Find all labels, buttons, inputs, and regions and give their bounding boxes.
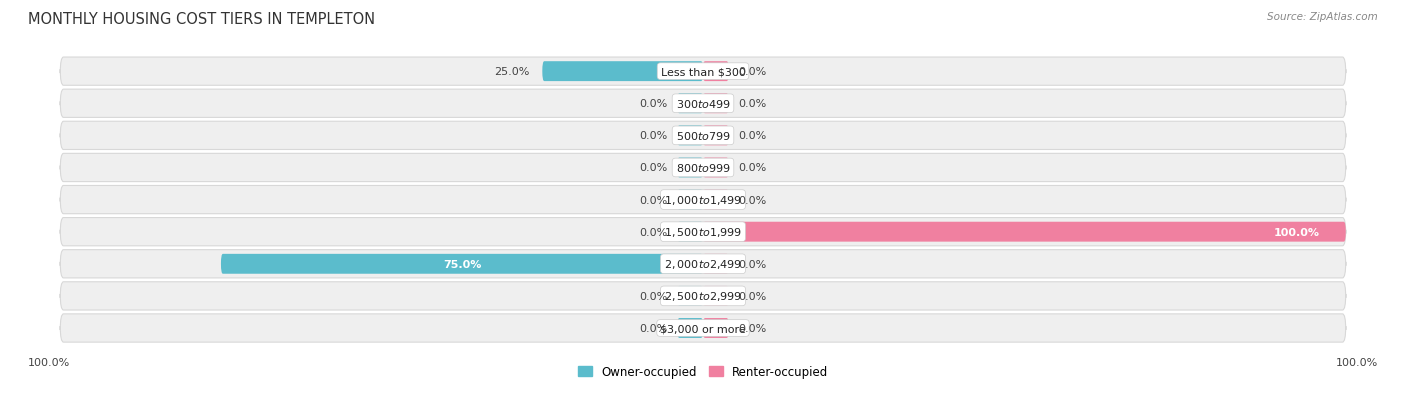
FancyBboxPatch shape	[678, 126, 703, 146]
FancyBboxPatch shape	[678, 94, 703, 114]
Text: 0.0%: 0.0%	[738, 259, 766, 269]
FancyBboxPatch shape	[703, 94, 728, 114]
Text: $3,000 or more: $3,000 or more	[661, 323, 745, 333]
FancyBboxPatch shape	[678, 190, 703, 210]
Text: 0.0%: 0.0%	[640, 163, 668, 173]
FancyBboxPatch shape	[703, 62, 728, 82]
FancyBboxPatch shape	[543, 62, 703, 82]
FancyBboxPatch shape	[703, 126, 728, 146]
Text: 0.0%: 0.0%	[738, 195, 766, 205]
Text: 75.0%: 75.0%	[443, 259, 481, 269]
Text: 0.0%: 0.0%	[640, 99, 668, 109]
Text: 0.0%: 0.0%	[640, 195, 668, 205]
Text: $2,500 to $2,999: $2,500 to $2,999	[664, 290, 742, 303]
Text: 0.0%: 0.0%	[738, 67, 766, 77]
Text: 0.0%: 0.0%	[738, 163, 766, 173]
FancyBboxPatch shape	[60, 282, 1346, 310]
Text: 0.0%: 0.0%	[640, 131, 668, 141]
Text: 100.0%: 100.0%	[1336, 357, 1378, 367]
Text: $500 to $799: $500 to $799	[675, 130, 731, 142]
FancyBboxPatch shape	[703, 158, 728, 178]
Text: 0.0%: 0.0%	[640, 227, 668, 237]
FancyBboxPatch shape	[60, 122, 1346, 150]
FancyBboxPatch shape	[703, 318, 728, 338]
Text: $800 to $999: $800 to $999	[675, 162, 731, 174]
Text: 0.0%: 0.0%	[738, 131, 766, 141]
Text: 0.0%: 0.0%	[640, 291, 668, 301]
Text: Source: ZipAtlas.com: Source: ZipAtlas.com	[1267, 12, 1378, 22]
FancyBboxPatch shape	[678, 158, 703, 178]
Text: 0.0%: 0.0%	[738, 291, 766, 301]
Text: $2,000 to $2,499: $2,000 to $2,499	[664, 258, 742, 271]
Text: 0.0%: 0.0%	[738, 99, 766, 109]
FancyBboxPatch shape	[703, 222, 1346, 242]
FancyBboxPatch shape	[678, 286, 703, 306]
Text: 100.0%: 100.0%	[28, 357, 70, 367]
FancyBboxPatch shape	[60, 90, 1346, 118]
Text: $1,500 to $1,999: $1,500 to $1,999	[664, 225, 742, 239]
FancyBboxPatch shape	[60, 218, 1346, 246]
FancyBboxPatch shape	[703, 286, 728, 306]
FancyBboxPatch shape	[678, 222, 703, 242]
FancyBboxPatch shape	[703, 190, 728, 210]
FancyBboxPatch shape	[60, 314, 1346, 342]
Text: $1,000 to $1,499: $1,000 to $1,499	[664, 194, 742, 206]
Text: MONTHLY HOUSING COST TIERS IN TEMPLETON: MONTHLY HOUSING COST TIERS IN TEMPLETON	[28, 12, 375, 27]
FancyBboxPatch shape	[60, 154, 1346, 182]
Text: 100.0%: 100.0%	[1274, 227, 1320, 237]
Text: Less than $300: Less than $300	[661, 67, 745, 77]
FancyBboxPatch shape	[703, 254, 728, 274]
FancyBboxPatch shape	[60, 186, 1346, 214]
Text: 0.0%: 0.0%	[640, 323, 668, 333]
FancyBboxPatch shape	[60, 58, 1346, 86]
FancyBboxPatch shape	[60, 250, 1346, 278]
Text: $300 to $499: $300 to $499	[675, 98, 731, 110]
FancyBboxPatch shape	[221, 254, 703, 274]
Text: 0.0%: 0.0%	[738, 323, 766, 333]
Text: 25.0%: 25.0%	[494, 67, 530, 77]
FancyBboxPatch shape	[678, 318, 703, 338]
Legend: Owner-occupied, Renter-occupied: Owner-occupied, Renter-occupied	[572, 360, 834, 383]
